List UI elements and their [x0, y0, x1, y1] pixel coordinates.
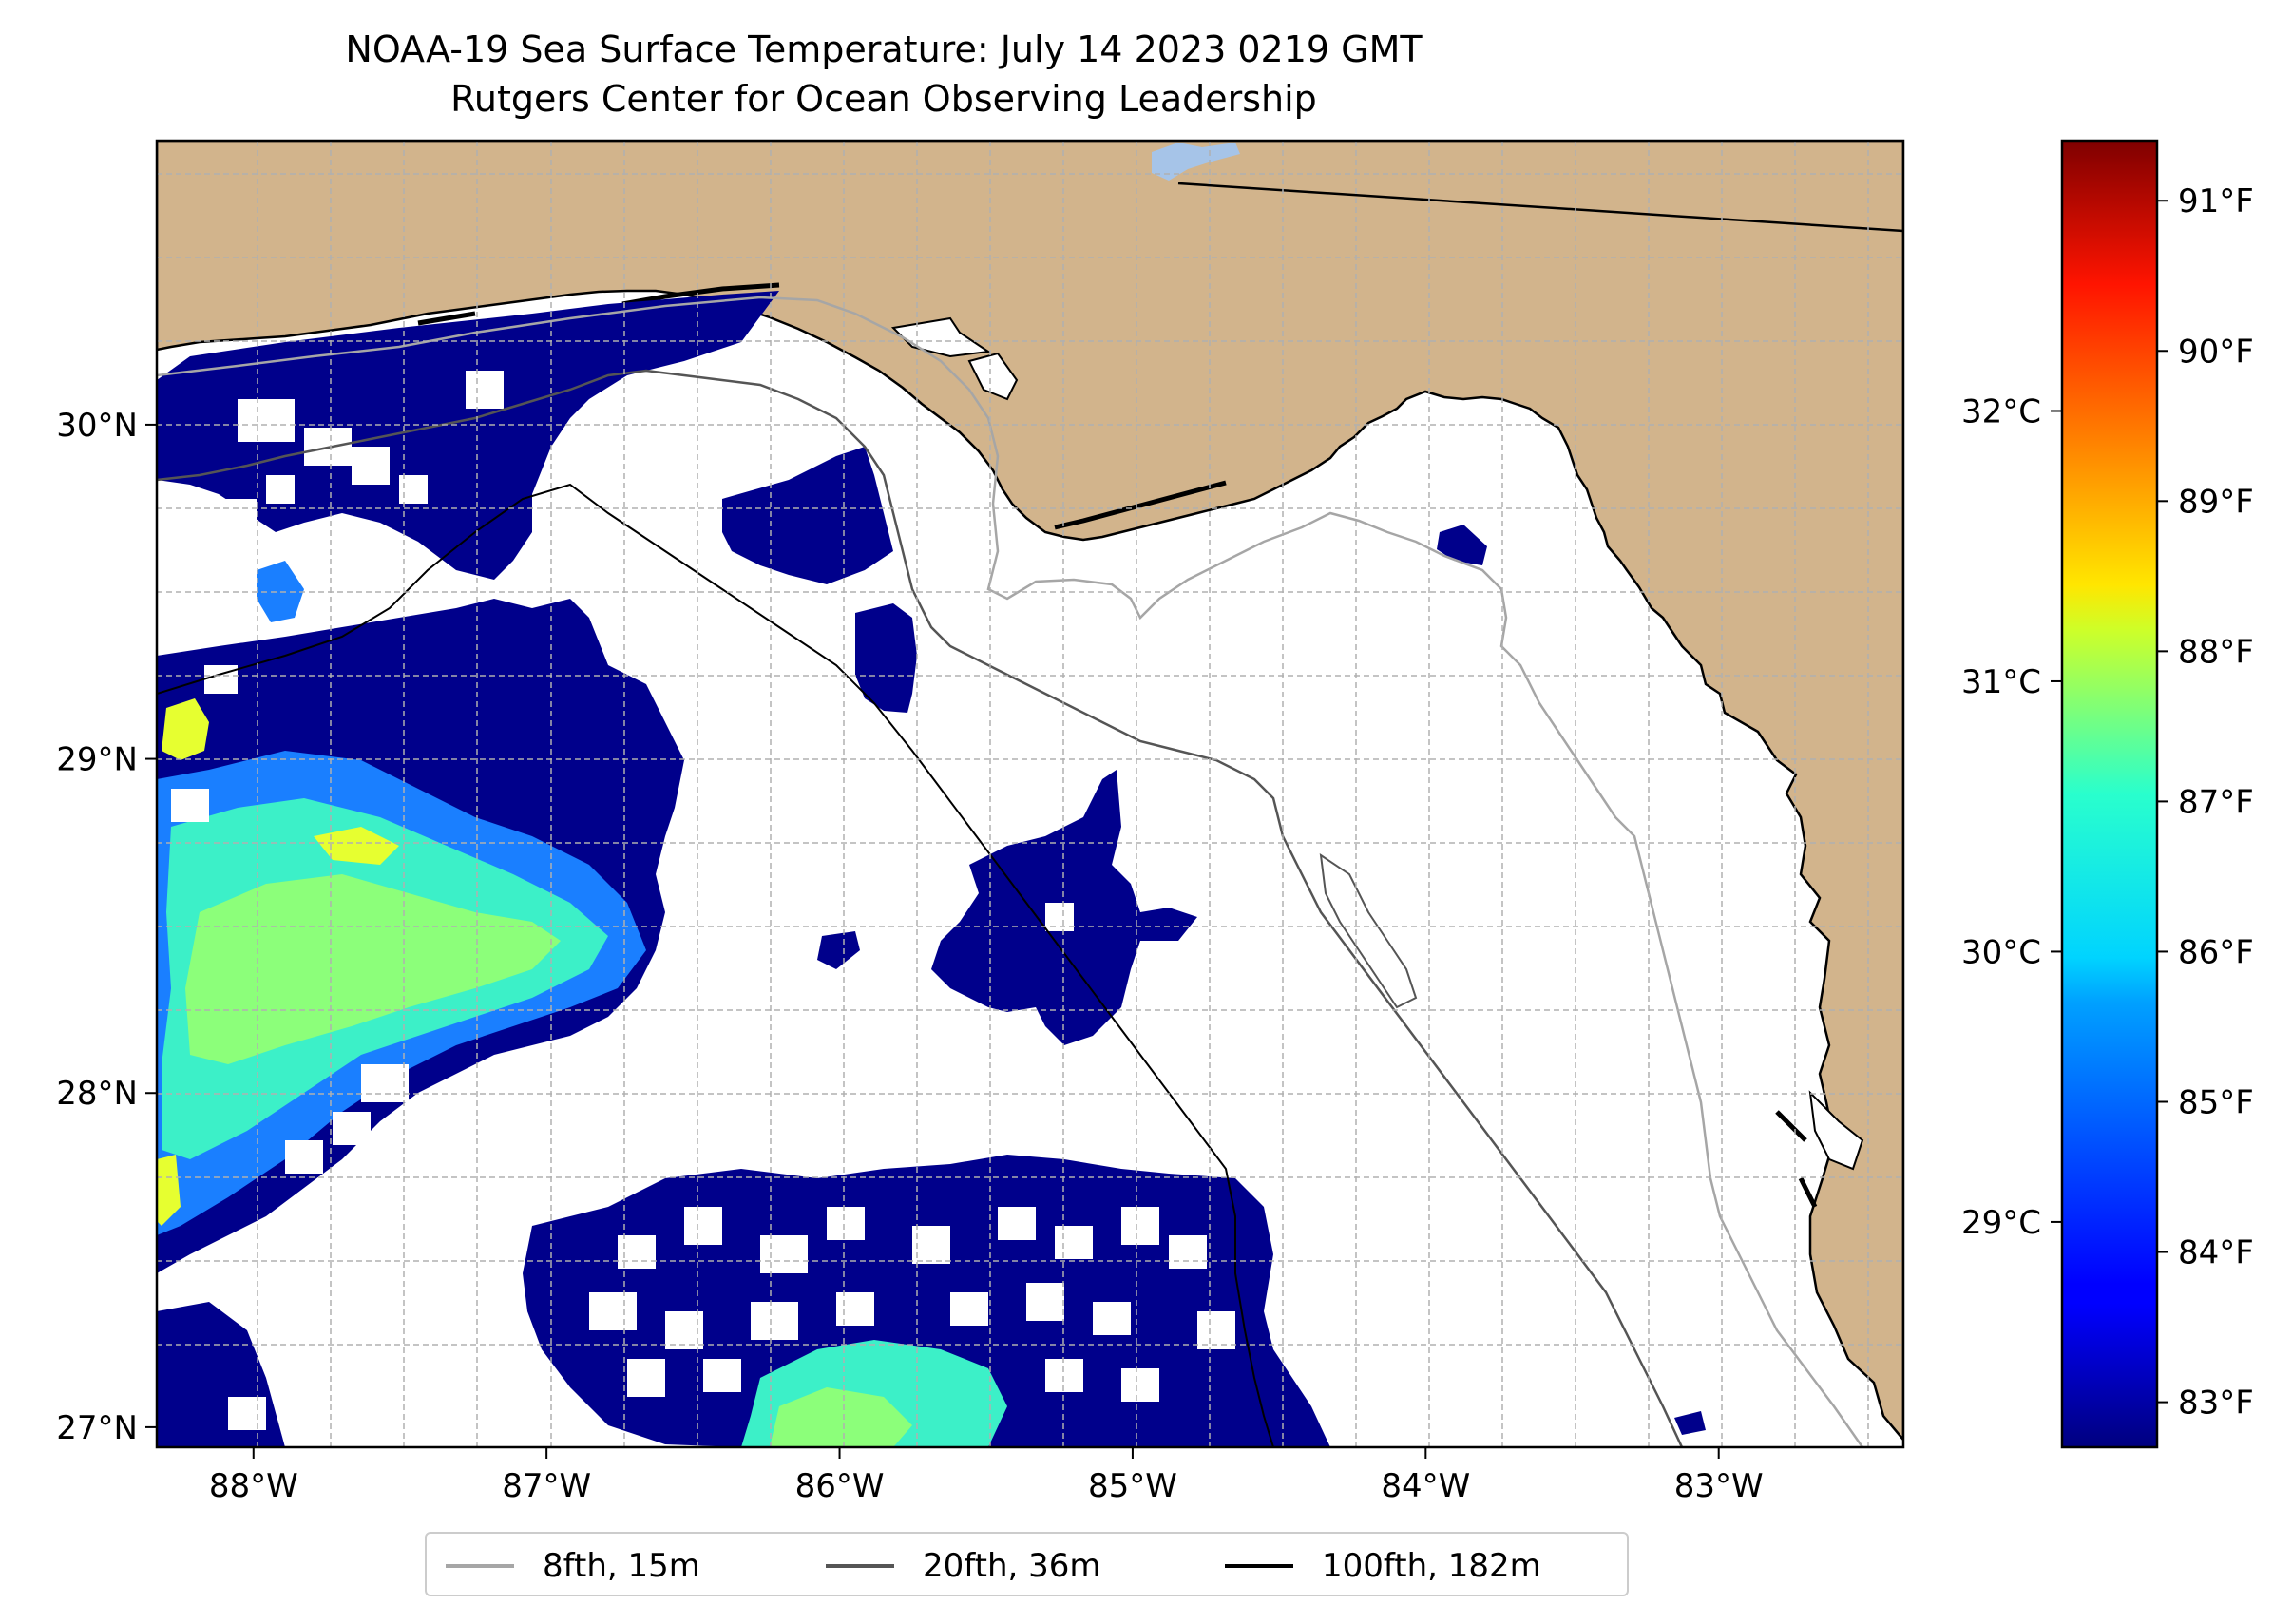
colorbar-f-label: 85°F [2178, 1083, 2254, 1121]
colorbar-f-label: 90°F [2178, 333, 2254, 371]
isobath-20fth [157, 369, 1684, 1447]
bay-water [890, 316, 1864, 1171]
lon-tick-label: 86°W [795, 1467, 885, 1505]
legend-label-100fth: 100fth, 182m [1322, 1547, 1541, 1585]
isobath-100fth [157, 483, 1274, 1447]
sst-data-coverage [157, 291, 1706, 1447]
legend-swatch-100fth [1225, 1564, 1293, 1568]
lat-tick-label: 30°N [56, 407, 138, 445]
colorbar-c-label: 30°C [1961, 933, 2041, 971]
latitude-axis: 27°N 28°N 29°N 30°N [56, 407, 157, 1447]
lon-tick-label: 83°W [1674, 1467, 1764, 1505]
colorbar-c-label: 31°C [1961, 663, 2041, 701]
lon-tick-label: 87°W [502, 1467, 591, 1505]
isobath-20fth-contour [1319, 852, 1418, 1009]
legend-label-8fth: 8fth, 15m [543, 1547, 700, 1585]
legend-swatch-20fth [826, 1564, 894, 1568]
lon-tick-label: 84°W [1381, 1467, 1470, 1505]
colorbar-c-label: 29°C [1961, 1204, 2041, 1242]
colorbar-f-label: 87°F [2178, 783, 2254, 821]
isobath-legend: 8fth, 15m 20fth, 36m 100fth, 182m [425, 1532, 1629, 1596]
colorbar-f-label: 88°F [2178, 633, 2254, 671]
chart-subtitle: Rutgers Center for Ocean Observing Leade… [450, 78, 1317, 120]
colorbar-fahrenheit-axis: 83°F 84°F 85°F 86°F 87°F 88°F 89°F 90°F 91°F [2157, 182, 2254, 1423]
lat-tick-label: 28°N [56, 1075, 138, 1113]
colorbar-f-label: 89°F [2178, 483, 2254, 521]
legend-item-20fth: 20fth, 36m [826, 1547, 1101, 1585]
legend-item-100fth: 100fth, 182m [1225, 1547, 1541, 1585]
colorbar-f-label: 91°F [2178, 182, 2254, 220]
colorbar-celsius-axis: 29°C 30°C 31°C 32°C [1961, 392, 2062, 1242]
isobath-8fth [157, 296, 1864, 1447]
barrier-islands [417, 282, 1818, 1209]
longitude-axis: 88°W 87°W 86°W 85°W 84°W 83°W [209, 1447, 1764, 1505]
lake [1152, 143, 1240, 181]
colorbar-f-label: 86°F [2178, 933, 2254, 971]
colorbar-f-label: 84°F [2178, 1234, 2254, 1272]
state-border [1177, 182, 1903, 233]
lon-tick-label: 85°W [1088, 1467, 1177, 1505]
legend-item-8fth: 8fth, 15m [446, 1547, 700, 1585]
lat-tick-label: 29°N [56, 741, 138, 779]
gridlines [157, 141, 1903, 1447]
chart-title: NOAA-19 Sea Surface Temperature: July 14… [345, 29, 1423, 70]
legend-label-20fth: 20fth, 36m [923, 1547, 1101, 1585]
land-mass [157, 141, 1903, 1442]
map-frame [155, 139, 1905, 1449]
lat-tick-label: 27°N [56, 1409, 138, 1447]
lon-tick-label: 88°W [209, 1467, 298, 1505]
colorbar [2060, 139, 2159, 1449]
colorbar-c-label: 32°C [1961, 392, 2041, 430]
colorbar-f-label: 83°F [2178, 1385, 2254, 1423]
legend-swatch-8fth [446, 1564, 514, 1568]
